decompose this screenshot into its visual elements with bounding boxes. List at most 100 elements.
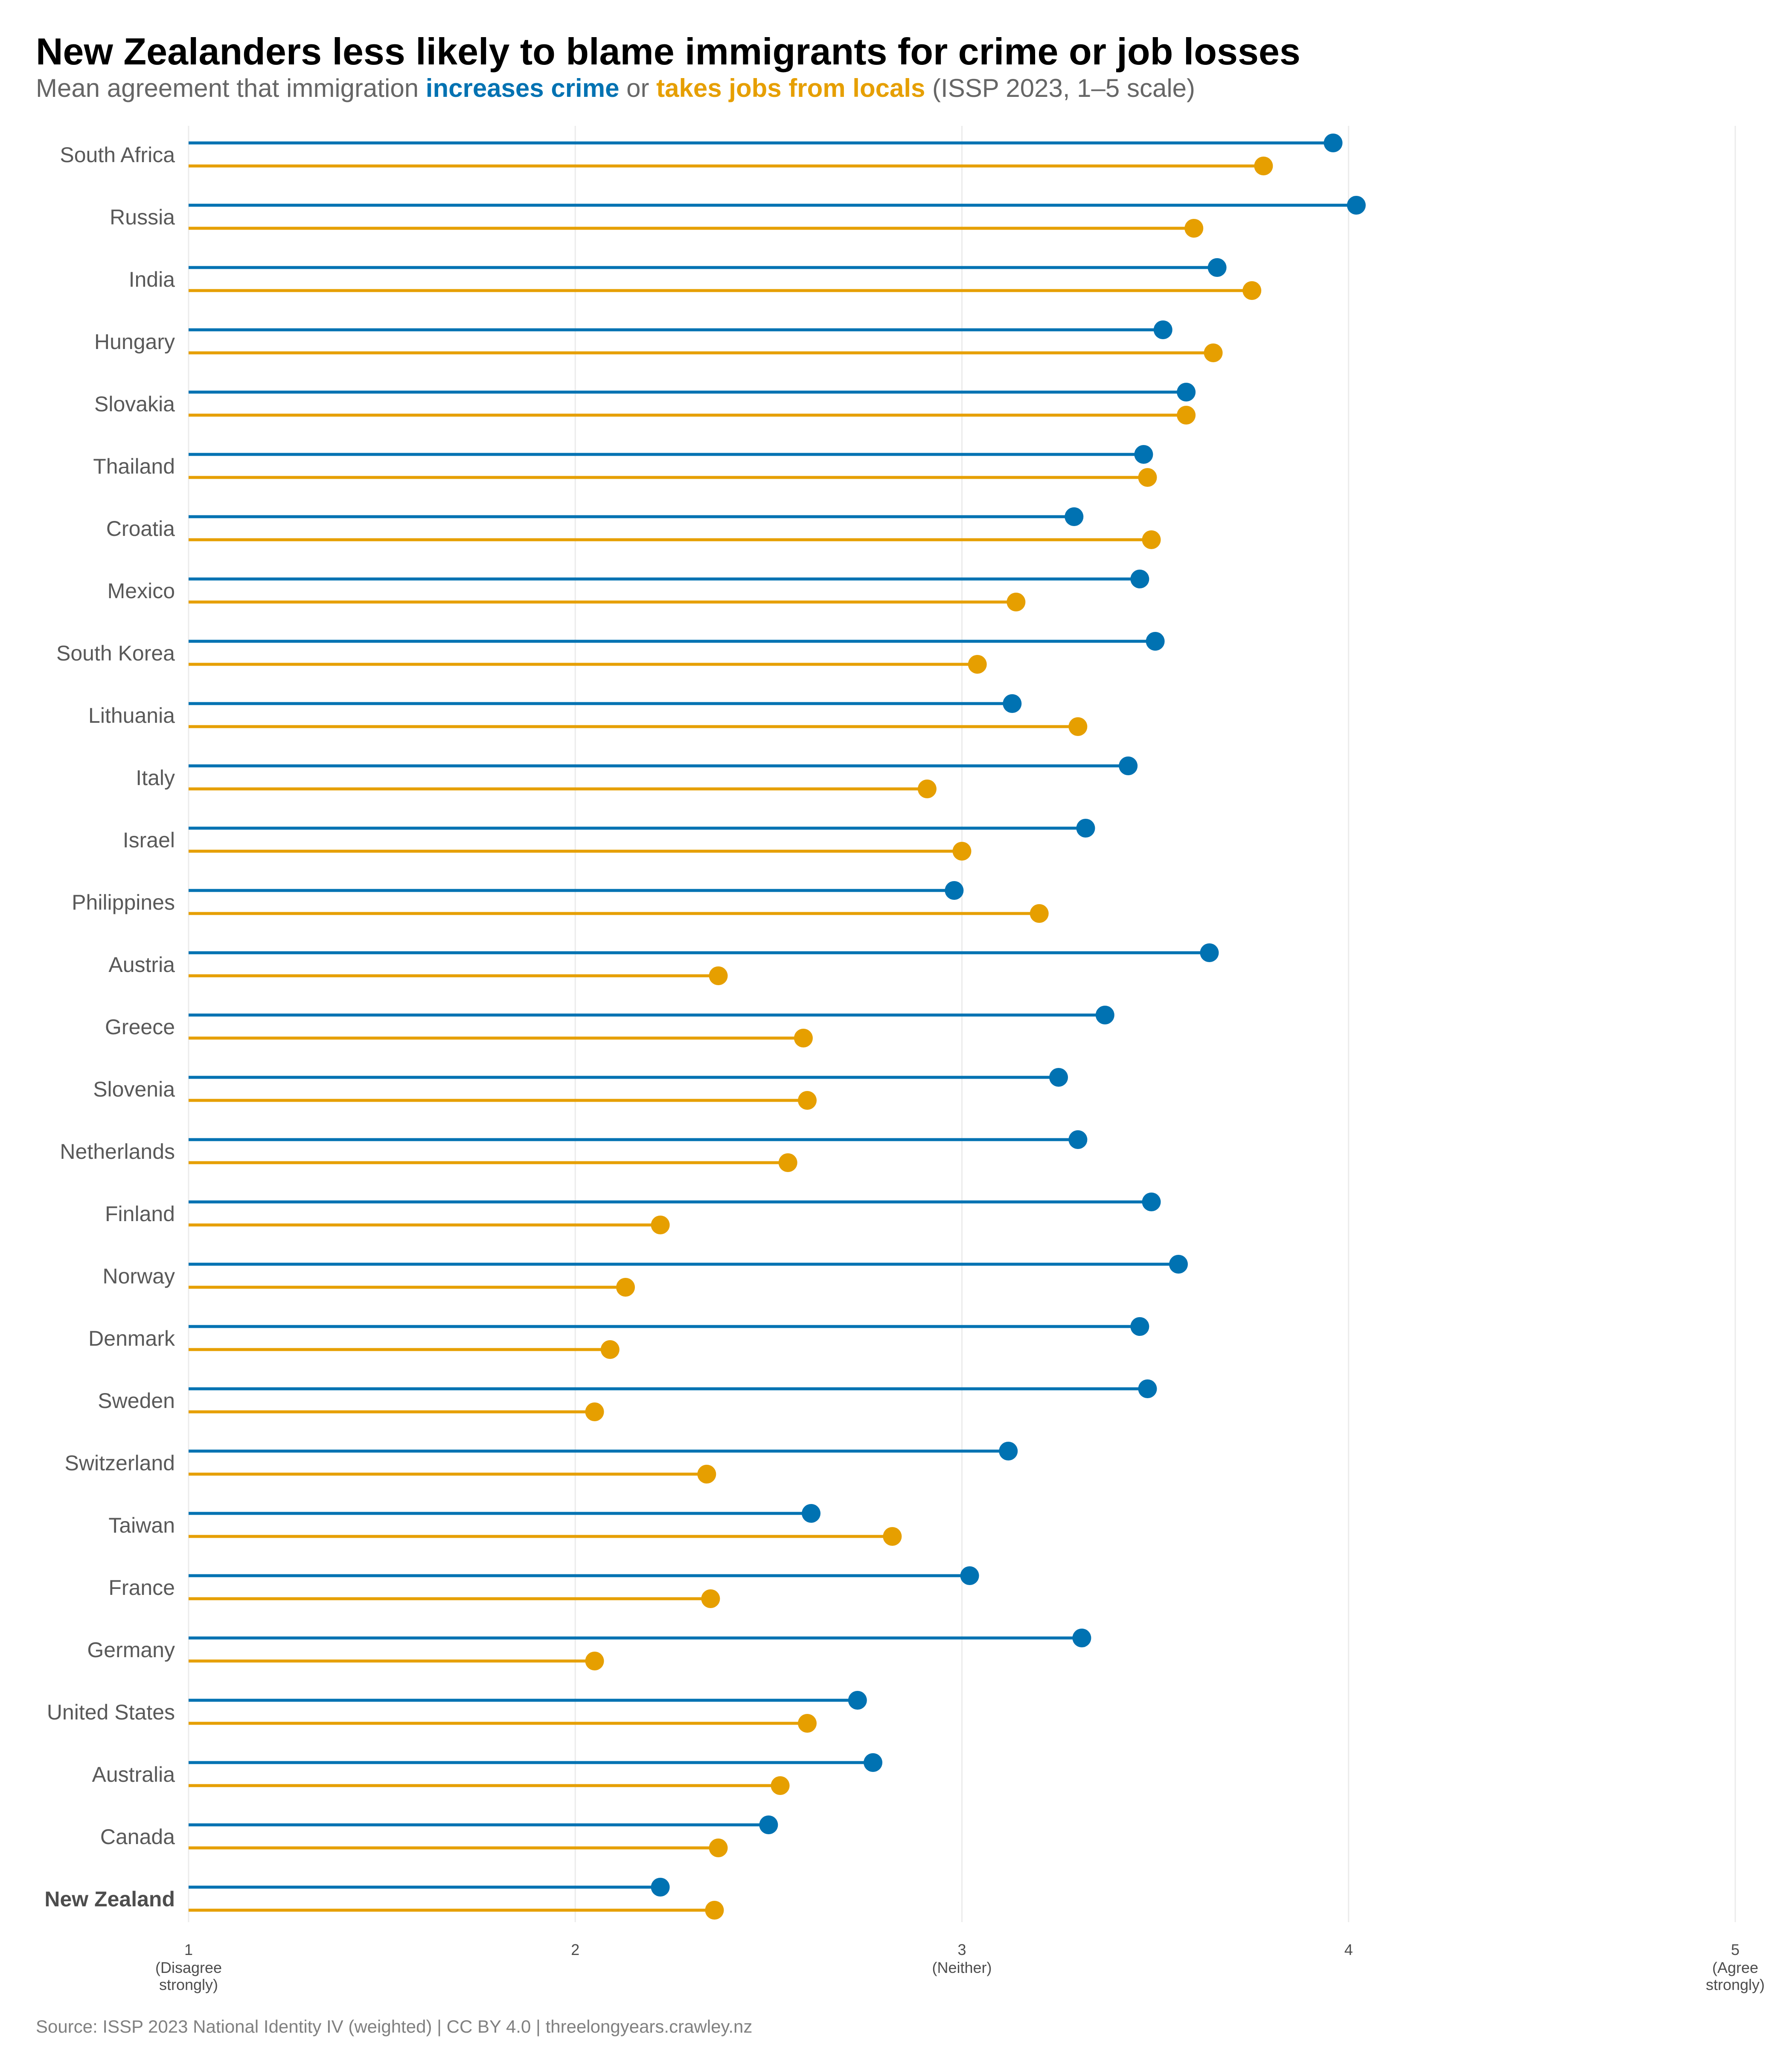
- data-point: [1007, 593, 1026, 611]
- category-label: New Zealand: [44, 1887, 175, 1911]
- gridlines: [188, 126, 1736, 1922]
- data-point: [616, 1278, 635, 1297]
- category-label: Hungary: [94, 330, 175, 354]
- x-tick-label: 4: [1344, 1941, 1353, 1958]
- data-point: [1030, 904, 1049, 923]
- data-point: [945, 881, 964, 900]
- category-label: Finland: [105, 1202, 175, 1226]
- category-label: South Africa: [60, 143, 175, 167]
- category-label: Israel: [123, 828, 175, 852]
- data-point: [1184, 219, 1204, 238]
- data-point: [1177, 383, 1196, 401]
- category-label: South Korea: [56, 641, 175, 665]
- category-label: Germany: [87, 1638, 175, 1662]
- data-point: [798, 1091, 817, 1110]
- data-point: [1146, 632, 1165, 651]
- x-tick-sublabel: (Neither): [932, 1959, 992, 1976]
- data-point: [709, 1839, 728, 1857]
- category-label: Croatia: [106, 517, 175, 541]
- data-point: [1049, 1068, 1068, 1087]
- data-point: [1138, 468, 1157, 487]
- category-label: Slovakia: [94, 392, 175, 416]
- data-point: [952, 842, 972, 861]
- category-label: Sweden: [98, 1389, 175, 1413]
- data-point: [802, 1504, 821, 1523]
- x-tick-sublabel: strongly): [1706, 1976, 1765, 1993]
- category-label: United States: [47, 1700, 175, 1724]
- x-tick-sublabel: strongly): [159, 1976, 218, 1993]
- data-point: [1138, 1379, 1157, 1398]
- data-point: [1254, 157, 1273, 175]
- data-point: [883, 1527, 902, 1546]
- category-label: Norway: [103, 1264, 175, 1288]
- category-label: Denmark: [88, 1327, 175, 1350]
- data-point: [1204, 343, 1223, 362]
- data-point: [1142, 1193, 1161, 1211]
- category-label: Thailand: [93, 454, 175, 478]
- data-point: [701, 1589, 720, 1608]
- category-labels: South Africa Russia India Hungary Slovakia Th…: [44, 143, 175, 1911]
- data-point: [697, 1465, 716, 1484]
- category-label: Mexico: [108, 579, 175, 603]
- data-point: [1076, 819, 1095, 838]
- data-point: [600, 1340, 620, 1359]
- data-point: [1200, 943, 1219, 962]
- data-point: [1207, 258, 1227, 277]
- data-point: [999, 1442, 1018, 1460]
- data-point: [651, 1216, 670, 1234]
- category-label: Taiwan: [108, 1513, 175, 1537]
- category-label: Italy: [136, 766, 175, 790]
- chart-subtitle: Mean agreement that immigration increase…: [36, 73, 1195, 103]
- data-point: [1177, 406, 1196, 425]
- legend-series-jobs: takes jobs from locals: [656, 74, 925, 102]
- data-point: [917, 780, 937, 798]
- category-label: India: [129, 268, 175, 291]
- data-point: [1169, 1255, 1188, 1274]
- data-point: [1130, 570, 1149, 588]
- category-label: Australia: [92, 1763, 175, 1786]
- category-label: France: [108, 1576, 175, 1600]
- data-point: [1003, 694, 1022, 713]
- category-label: Philippines: [72, 890, 175, 914]
- data-point: [1347, 196, 1366, 215]
- source-note: Source: ISSP 2023 National Identity IV (…: [36, 2016, 753, 2036]
- series-marks: [189, 134, 1366, 1920]
- data-point: [794, 1029, 813, 1047]
- data-point: [1068, 717, 1088, 736]
- x-tick-label: 2: [571, 1941, 579, 1958]
- data-point: [864, 1753, 883, 1772]
- data-point: [1119, 756, 1138, 775]
- data-point: [705, 1901, 724, 1920]
- x-tick-sublabel: (Agree: [1712, 1959, 1758, 1976]
- data-point: [960, 1566, 979, 1585]
- data-point: [1142, 530, 1161, 549]
- data-point: [1242, 281, 1262, 300]
- data-point: [1324, 134, 1343, 152]
- category-label: Greece: [105, 1015, 175, 1039]
- data-point: [771, 1776, 790, 1795]
- x-tick-label: 1: [184, 1941, 193, 1958]
- chart-title: New Zealanders less likely to blame immi…: [36, 30, 1300, 73]
- data-point: [1153, 320, 1172, 339]
- category-label: Slovenia: [93, 1077, 175, 1101]
- x-tick-label: 5: [1731, 1941, 1740, 1958]
- data-point: [1134, 445, 1153, 464]
- data-point: [1065, 507, 1084, 526]
- subtitle-prefix: Mean agreement that immigration: [36, 74, 426, 102]
- x-tick-sublabel: (Disagree: [155, 1959, 222, 1976]
- subtitle-suffix: (ISSP 2023, 1–5 scale): [925, 74, 1195, 102]
- category-label: Netherlands: [60, 1140, 175, 1164]
- data-point: [968, 655, 987, 674]
- data-point: [848, 1691, 867, 1710]
- category-label: Russia: [110, 205, 175, 229]
- data-point: [778, 1153, 797, 1172]
- data-point: [709, 966, 728, 985]
- data-point: [798, 1714, 817, 1733]
- data-point: [651, 1878, 670, 1897]
- data-point: [1130, 1317, 1149, 1336]
- category-label: Switzerland: [65, 1451, 175, 1475]
- x-tick-label: 3: [957, 1941, 966, 1958]
- data-point: [1068, 1130, 1088, 1149]
